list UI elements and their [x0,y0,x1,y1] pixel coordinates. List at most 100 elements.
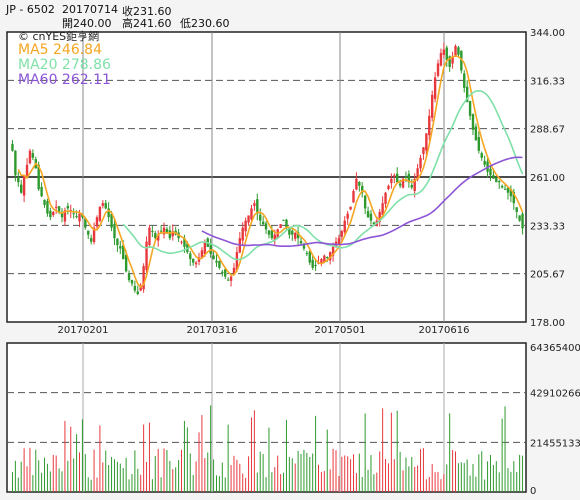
price-tick-label: 316.33 [530,76,565,87]
price-tick-label: 261.00 [530,173,565,184]
candle-body [410,185,413,188]
candle-body [162,227,166,235]
candle-body [398,183,402,186]
candle-body [171,231,174,237]
candle-body [203,241,207,254]
header-low: 低230.60 [180,15,230,31]
volume-tick-label: 429102667 [530,389,580,400]
candle-body [483,160,486,165]
candle-body [52,211,55,216]
candle-body [369,213,373,221]
candle-body [489,168,492,176]
candle-body [390,178,393,184]
candle-body [404,176,408,178]
candle-body [154,233,157,239]
candle-body [270,230,274,239]
candle-body [282,219,285,221]
ma60-line [201,156,523,247]
candle-body [273,234,276,241]
candle-body [127,273,131,281]
candle-body [291,230,294,235]
candle-body [87,230,90,235]
volume-tick-label: 214551333 [530,438,580,449]
candle-body [133,285,137,291]
header-open: 開240.00 [62,15,112,31]
candle-body [191,258,195,263]
date-tick-label: 20170316 [187,325,238,336]
candle-body [407,173,411,183]
candle-body [285,219,288,228]
candle-body [84,218,87,228]
volume-bars [11,405,524,492]
candle-body [498,181,501,183]
candle-body [209,243,212,254]
candle-body [136,291,139,295]
candle-body [46,200,49,214]
volume-tick-label: 0 [530,486,536,497]
candle-body [43,199,46,205]
candle-body [413,178,416,191]
candle-body [261,221,265,225]
candle-body [156,234,160,241]
volume-tick-label: 643654000 [530,343,580,354]
candle-body [25,164,29,176]
candle-body [314,264,317,267]
candle-body [340,231,344,237]
candle-body [457,47,460,55]
candle-body [165,228,169,233]
candle-body [264,223,268,230]
candle-body [428,115,431,136]
legend-ma5: MA5 246.84 [18,42,102,58]
legend-ma20: MA20 278.86 [18,57,111,73]
candle-body [471,114,475,130]
candle-body [378,211,381,222]
candle-body [363,195,367,209]
candle-body [98,206,102,221]
price-tick-label: 178.00 [530,318,565,329]
candle-body [518,215,521,221]
candle-body [241,227,244,241]
candle-body [151,230,154,232]
candle-body [296,232,300,239]
candle-body [232,267,236,274]
candle-body [346,213,349,219]
candle-body [328,252,332,261]
candle-body [422,147,425,155]
candle-body [89,238,93,242]
price-tick-label: 205.67 [530,270,565,281]
candle-body [28,150,32,164]
candle-body [235,252,239,271]
candle-body [355,178,358,190]
candle-body [159,230,163,232]
candle-body [503,188,507,190]
candle-body [107,208,110,218]
candle-body [343,220,346,233]
candle-body [326,257,329,259]
candle-body [14,150,17,176]
candle-body [54,206,58,208]
candle-body [250,208,253,220]
candle-body [194,262,198,265]
candle-body [293,232,297,239]
candle-body [57,206,61,212]
candle-body [512,191,515,204]
candle-body [189,253,192,260]
candle-body [212,255,215,260]
header-high: 高241.60 [122,15,172,31]
candle-body [323,255,326,263]
candle-body [20,184,23,193]
candle-body [439,52,443,66]
candle-body [506,187,510,193]
candle-body [305,252,309,254]
candle-body [183,237,186,247]
candle-body [331,246,335,256]
candle-body [500,185,504,188]
candle-body [349,206,352,210]
candle-body [244,220,247,232]
candle-body [122,245,125,260]
candle-body [477,137,481,151]
candle-body [116,238,119,246]
candle-body [387,185,390,190]
candle-body [49,210,52,218]
